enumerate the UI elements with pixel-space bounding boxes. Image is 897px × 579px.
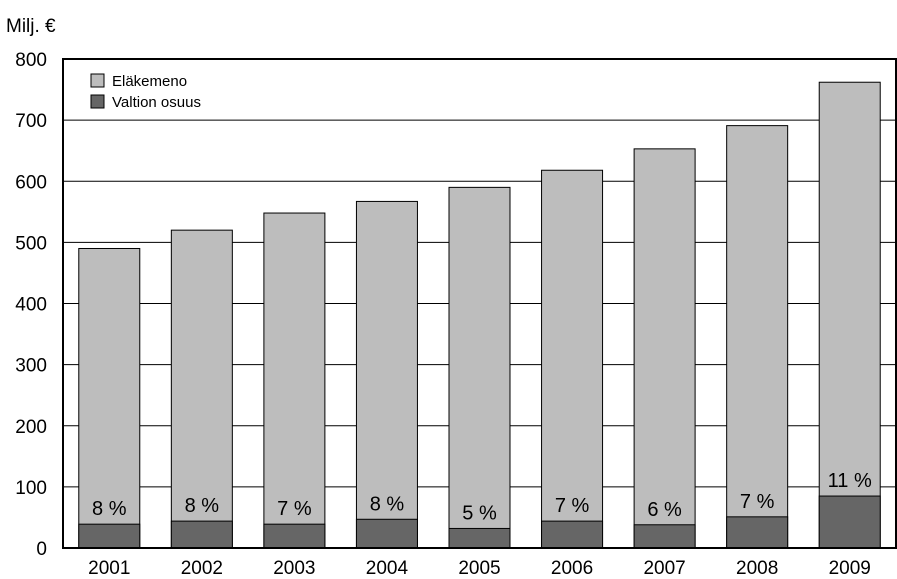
y-tick-label: 500 — [15, 233, 47, 254]
legend-swatch-elakemeno — [90, 73, 105, 88]
x-tick-label: 2006 — [551, 558, 593, 579]
y-tick-label: 0 — [36, 539, 47, 560]
bar-valtion-osuus — [818, 495, 881, 549]
x-tick-label: 2001 — [88, 558, 130, 579]
share-label: 8 % — [92, 498, 127, 520]
share-label: 7 % — [555, 495, 590, 517]
bar-valtion-osuus — [633, 524, 696, 549]
share-label: 8 % — [370, 493, 405, 515]
y-tick-label: 700 — [15, 111, 47, 132]
x-tick-label: 2007 — [643, 558, 685, 579]
share-label: 5 % — [462, 502, 497, 524]
share-label: 7 % — [277, 498, 312, 520]
bars — [78, 81, 881, 549]
bar-valtion-osuus — [78, 523, 141, 549]
y-tick-labels: 0 100 200 300 400 500 600 700 800 — [15, 50, 47, 560]
bar-valtion-osuus — [726, 516, 789, 549]
share-label: 8 % — [185, 495, 220, 517]
x-tick-labels: 2001 2002 2003 2004 2005 2006 2007 2008 2009 — [88, 558, 871, 579]
bar-elakemeno — [355, 200, 418, 549]
bar-elakemeno — [170, 229, 233, 549]
x-tick-label: 2002 — [181, 558, 223, 579]
bar-elakemeno — [541, 169, 604, 549]
bar-elakemeno — [263, 212, 326, 549]
y-tick-label: 400 — [15, 295, 47, 316]
x-tick-label: 2009 — [829, 558, 871, 579]
y-tick-label: 600 — [15, 172, 47, 193]
legend-label-valtion-osuus: Valtion osuus — [112, 94, 201, 111]
bar-elakemeno — [448, 186, 511, 549]
y-tick-label: 800 — [15, 50, 47, 71]
plot-frame — [62, 58, 897, 549]
share-labels: 8 % 8 % 7 % 8 % 5 % 7 % 6 % 7 % 11 % — [92, 470, 872, 524]
legend: Eläkemeno Valtion osuus — [90, 73, 201, 111]
x-tick-label: 2004 — [366, 558, 409, 579]
share-label: 7 % — [740, 491, 775, 513]
y-axis-label: Milj. € — [6, 16, 56, 37]
legend-swatch-valtion-osuus — [90, 94, 105, 109]
bar-valtion-osuus — [448, 527, 511, 549]
legend-label-elakemeno: Eläkemeno — [112, 73, 187, 90]
bar-valtion-osuus — [170, 520, 233, 549]
bar-valtion-osuus — [541, 520, 604, 549]
bar-valtion-osuus — [263, 523, 326, 549]
bar-elakemeno — [818, 81, 881, 549]
y-tick-label: 300 — [15, 356, 47, 377]
bar-valtion-osuus — [355, 518, 418, 549]
y-tick-label: 100 — [15, 478, 47, 499]
x-tick-label: 2003 — [273, 558, 315, 579]
share-label: 6 % — [647, 499, 682, 521]
x-tick-label: 2008 — [736, 558, 778, 579]
x-tick-label: 2005 — [458, 558, 500, 579]
bar-elakemeno — [726, 125, 789, 549]
y-tick-label: 200 — [15, 417, 47, 438]
share-label: 11 % — [828, 470, 872, 492]
bar-elakemeno — [633, 148, 696, 549]
